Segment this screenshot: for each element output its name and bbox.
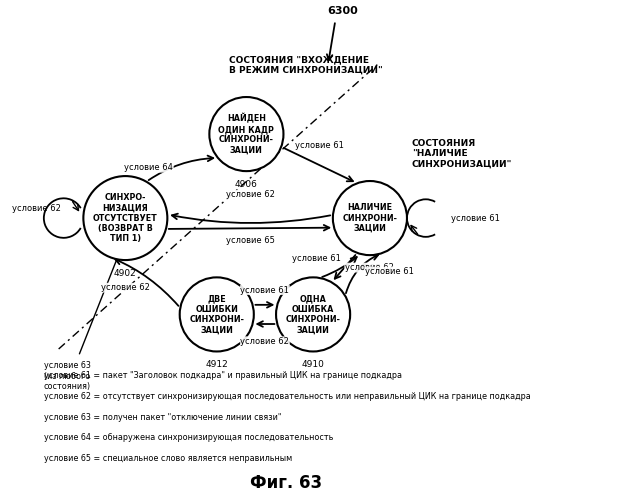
Text: НАЛИЧИЕ
СИНХРОНИ-
ЗАЦИИ: НАЛИЧИЕ СИНХРОНИ- ЗАЦИИ xyxy=(342,203,398,233)
Text: условие 62 = отсутствует синхронизирующая последовательность или неправильный ЦИ: условие 62 = отсутствует синхронизирующа… xyxy=(44,392,530,401)
Text: 4910: 4910 xyxy=(302,360,325,370)
Text: ОДНА
ОШИБКА
СИНХРОНИ-
ЗАЦИИ: ОДНА ОШИБКА СИНХРОНИ- ЗАЦИИ xyxy=(286,294,340,335)
Text: условие 62: условие 62 xyxy=(102,283,150,292)
Text: условие 63 = получен пакет "отключение линии связи": условие 63 = получен пакет "отключение л… xyxy=(44,412,282,422)
Text: условие 65: условие 65 xyxy=(226,236,275,245)
Circle shape xyxy=(180,278,254,351)
Text: 4906: 4906 xyxy=(235,180,258,189)
Text: условие 61 = пакет "Заголовок подкадра" и правильный ЦИК на границе подкадра: условие 61 = пакет "Заголовок подкадра" … xyxy=(44,371,402,380)
Text: условие 61: условие 61 xyxy=(451,214,500,222)
Text: СОСТОЯНИЯ "ВХОЖДЕНИЕ
В РЕЖИМ СИНХРОНИЗАЦИИ": СОСТОЯНИЯ "ВХОЖДЕНИЕ В РЕЖИМ СИНХРОНИЗАЦ… xyxy=(229,55,383,74)
Circle shape xyxy=(333,181,407,255)
Text: условие 61: условие 61 xyxy=(365,267,414,276)
Text: условие 64 = обнаружена синхронизирующая последовательность: условие 64 = обнаружена синхронизирующая… xyxy=(44,434,333,442)
Text: условие 63
(из любого
состояния): условие 63 (из любого состояния) xyxy=(44,362,91,391)
Text: условие 61: условие 61 xyxy=(295,140,344,149)
Text: Фиг. 63: Фиг. 63 xyxy=(250,474,322,492)
Text: условие 65 = специальное слово является неправильным: условие 65 = специальное слово является … xyxy=(44,454,292,463)
Text: 4908: 4908 xyxy=(359,264,381,273)
Circle shape xyxy=(209,97,283,171)
Circle shape xyxy=(276,278,350,351)
Text: условие 64: условие 64 xyxy=(124,163,173,172)
Text: условие 62: условие 62 xyxy=(12,204,61,212)
Text: СОСТОЯНИЯ
"НАЛИЧИЕ
СИНХРОНИЗАЦИИ": СОСТОЯНИЯ "НАЛИЧИЕ СИНХРОНИЗАЦИИ" xyxy=(412,139,512,168)
Text: условие 62: условие 62 xyxy=(226,190,275,200)
Text: 4902: 4902 xyxy=(114,269,137,278)
Circle shape xyxy=(83,176,167,260)
Text: условие 61: условие 61 xyxy=(292,254,340,263)
Text: ДВЕ
ОШИБКИ
СИНХРОНИ-
ЗАЦИИ: ДВЕ ОШИБКИ СИНХРОНИ- ЗАЦИИ xyxy=(189,294,244,335)
Text: СИНХРО-
НИЗАЦИЯ
ОТСУТСТВУЕТ
(ВОЗВРАТ В
ТИП 1): СИНХРО- НИЗАЦИЯ ОТСУТСТВУЕТ (ВОЗВРАТ В Т… xyxy=(93,193,158,244)
Text: НАЙДЕН
ОДИН КАДР
СИНХРОНИ-
ЗАЦИИ: НАЙДЕН ОДИН КАДР СИНХРОНИ- ЗАЦИИ xyxy=(218,114,275,155)
Text: 6300: 6300 xyxy=(327,6,358,16)
Text: условие 62: условие 62 xyxy=(241,337,290,346)
Text: 4912: 4912 xyxy=(206,360,228,370)
Text: условие 61: условие 61 xyxy=(241,286,290,294)
Text: условие 62: условие 62 xyxy=(345,263,394,272)
